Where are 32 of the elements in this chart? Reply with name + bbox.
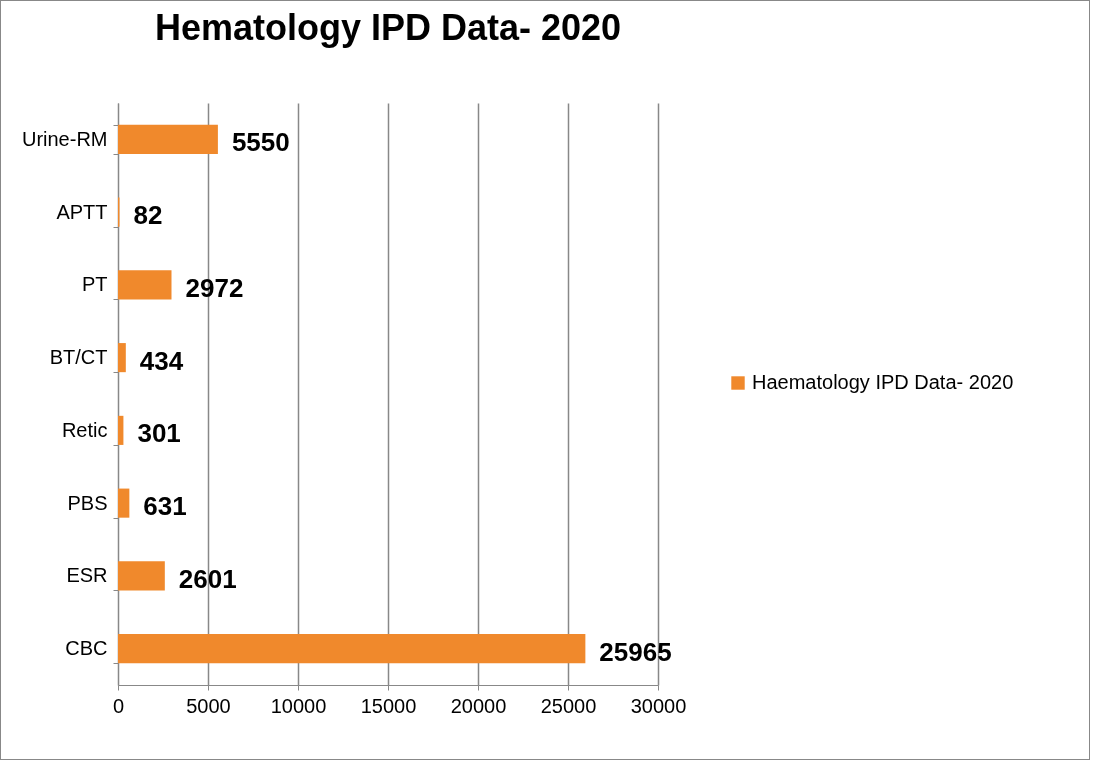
bar bbox=[118, 124, 218, 154]
data-label: 5550 bbox=[231, 127, 290, 158]
y-tick-label: PT bbox=[81, 273, 108, 296]
data-label: 25965 bbox=[599, 636, 672, 667]
bar bbox=[118, 561, 165, 591]
x-tick-label: 20000 bbox=[450, 694, 507, 717]
data-label: 2972 bbox=[185, 272, 244, 303]
data-label: 301 bbox=[137, 418, 181, 449]
x-tick-label: 5000 bbox=[186, 694, 231, 717]
chart-title: Hematology IPD Data- 2020 bbox=[154, 7, 622, 48]
bar bbox=[118, 488, 130, 518]
bar bbox=[118, 343, 126, 373]
x-tick-label: 25000 bbox=[540, 694, 597, 717]
bar bbox=[118, 270, 172, 300]
x-tick-label: 10000 bbox=[270, 694, 327, 717]
y-tick-label: CBC bbox=[65, 637, 108, 660]
legend-label: Haematology IPD Data- 2020 bbox=[752, 371, 1014, 393]
data-label: 2601 bbox=[178, 563, 237, 594]
data-label: 631 bbox=[143, 491, 187, 522]
bar bbox=[118, 415, 124, 445]
bar bbox=[118, 634, 586, 664]
y-tick-label: APTT bbox=[56, 200, 108, 223]
data-label: 434 bbox=[139, 345, 184, 376]
y-tick-label: PBS bbox=[67, 491, 108, 514]
y-tick-label: Urine-RM bbox=[21, 127, 108, 150]
data-label: 82 bbox=[133, 200, 163, 231]
y-tick-label: Retic bbox=[61, 418, 108, 441]
x-tick-label: 30000 bbox=[630, 694, 687, 717]
x-tick-label: 15000 bbox=[360, 694, 417, 717]
x-tick-label: 0 bbox=[112, 694, 125, 717]
y-tick-label: BT/CT bbox=[49, 346, 108, 369]
y-tick-label: ESR bbox=[66, 564, 108, 587]
